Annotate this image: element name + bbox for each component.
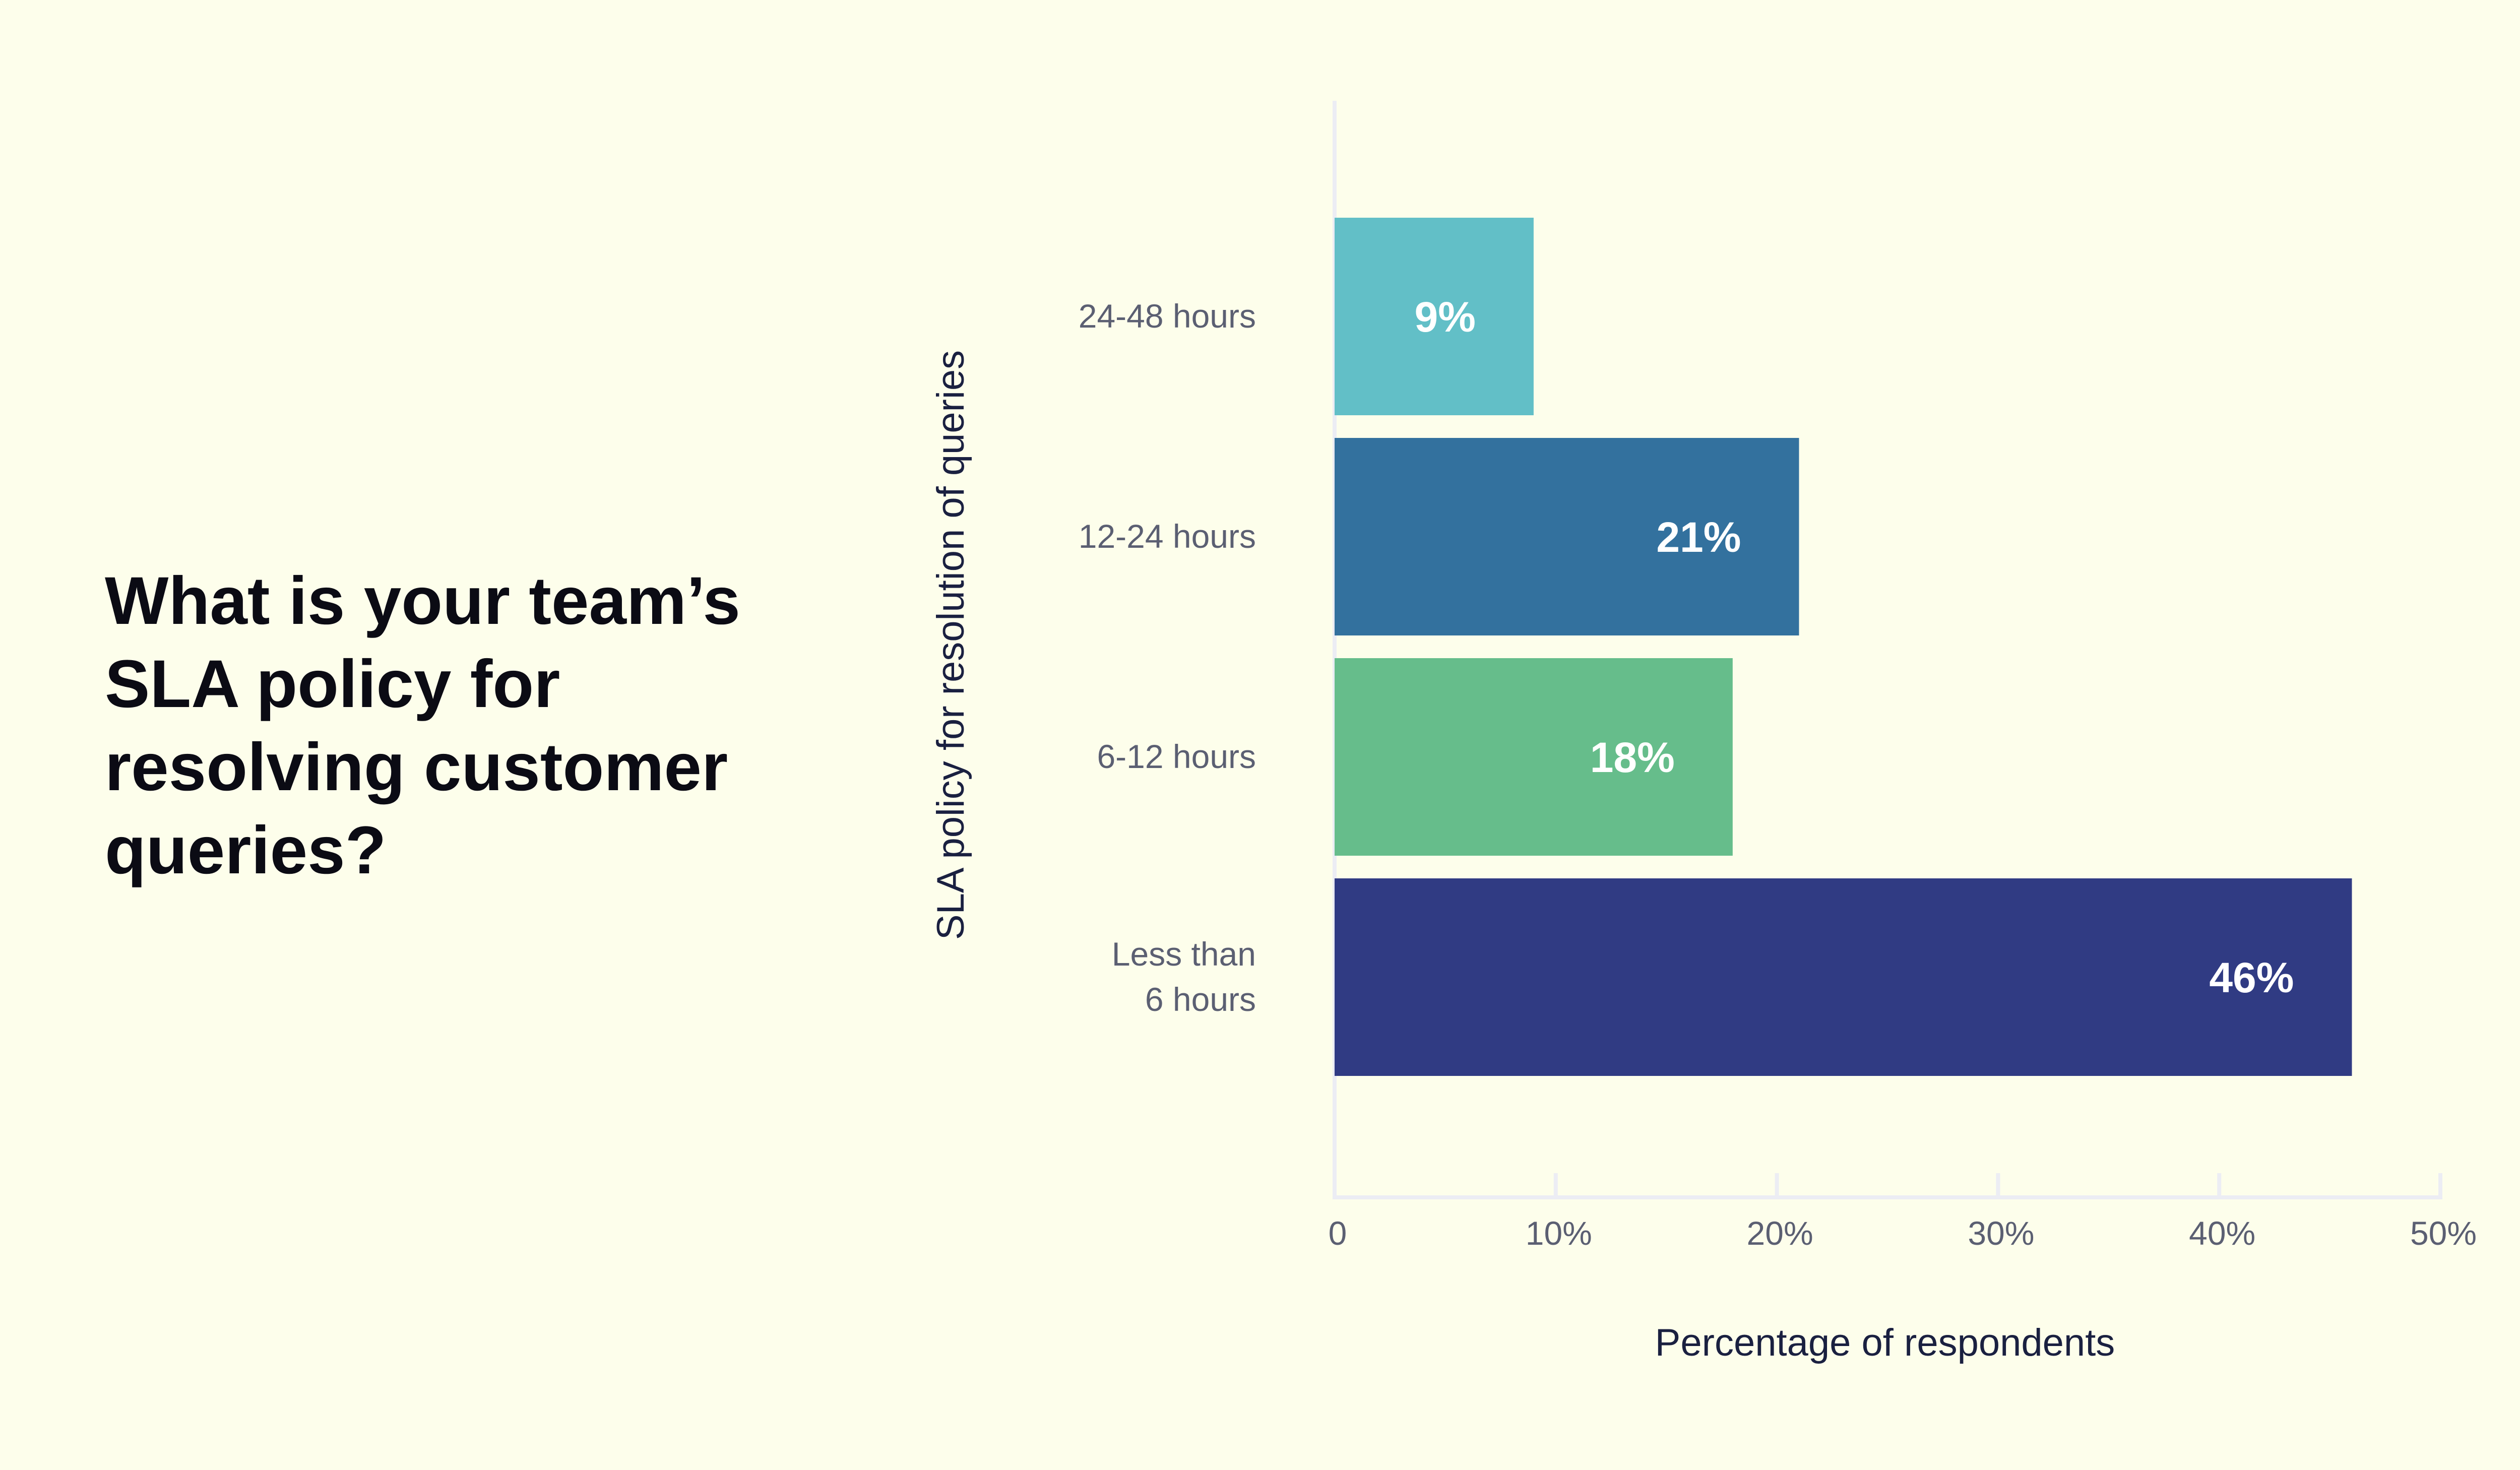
question-title: What is your team’s SLA policy for resol… — [105, 563, 740, 888]
value-label-1: 21% — [1656, 514, 1741, 561]
bar-2 — [1335, 658, 1733, 856]
value-labels: 9% 21% 18% 46% — [1415, 293, 2294, 1001]
value-label-3: 46% — [2209, 954, 2294, 1001]
x-tick-label-0: 0 — [1329, 1215, 1347, 1252]
bar-0 — [1335, 218, 1534, 415]
x-tick-label-5: 50% — [2410, 1215, 2477, 1252]
category-labels: 24-48 hours 12-24 hours 6-12 hours Less tha… — [1079, 297, 1256, 1018]
bars-group — [1335, 218, 2352, 1076]
x-axis-title: Percentage of respondents — [1655, 1321, 2115, 1364]
category-label-2: 6-12 hours — [1097, 738, 1256, 775]
x-tick-label-3: 30% — [1968, 1215, 2034, 1252]
x-axis-tick-labels: 0 10% 20% 30% 40% 50% — [1329, 1215, 2477, 1252]
category-label-0: 24-48 hours — [1079, 297, 1256, 335]
bar-3 — [1335, 878, 2352, 1076]
category-label-1: 12-24 hours — [1079, 518, 1256, 555]
x-tick-label-1: 10% — [1526, 1215, 1592, 1252]
x-tick-label-4: 40% — [2189, 1215, 2255, 1252]
x-axis-ticks — [1333, 1173, 2442, 1199]
category-label-3: Less than 6 hours — [1112, 935, 1256, 1018]
value-label-2: 18% — [1590, 734, 1675, 781]
bar-1 — [1335, 438, 1799, 635]
y-axis-title: SLA policy for resolution of queries — [929, 350, 972, 940]
value-label-0: 9% — [1415, 293, 1476, 341]
x-tick-label-2: 20% — [1747, 1215, 1813, 1252]
